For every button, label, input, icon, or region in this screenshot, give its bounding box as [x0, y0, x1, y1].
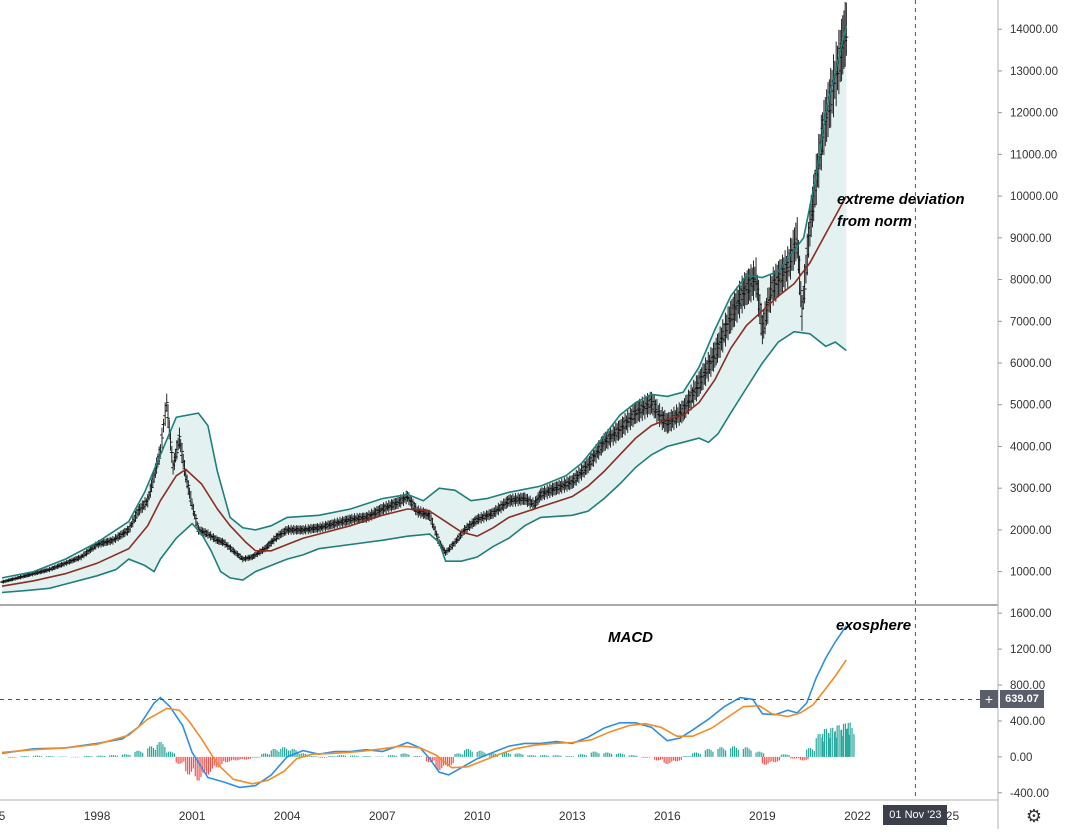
price-tick-label: 11000.00 [1010, 149, 1057, 161]
time-tick-label: 1998 [84, 809, 111, 823]
price-tick-label: 3000.00 [1010, 483, 1052, 495]
macd-tick-label: -400.00 [1010, 788, 1049, 800]
price-tick-label: 12000.00 [1010, 108, 1058, 120]
crosshair-date-label: 01 Nov '23 [883, 805, 948, 825]
time-tick-label: 5 [0, 809, 6, 823]
price-tick-label: 7000.00 [1010, 316, 1052, 328]
time-tick-label: 2016 [654, 809, 681, 823]
crosshair-value-badge: 639.07 [1000, 690, 1044, 709]
annotation-exosphere: exosphere [836, 617, 912, 634]
price-tick-label: 4000.00 [1010, 441, 1052, 453]
time-tick-label: 2007 [369, 809, 396, 823]
time-tick-label: 2004 [274, 809, 301, 823]
annotation-macd: MACD [608, 629, 653, 646]
macd-tick-label: 1200.00 [1010, 644, 1052, 656]
price-tick-label: 1000.00 [1010, 567, 1052, 579]
price-tick-label: 5000.00 [1010, 400, 1052, 412]
time-tick-label: 25 [946, 809, 960, 823]
middle-band-line [1, 195, 848, 587]
gear-icon[interactable]: ⚙ [1025, 806, 1043, 826]
signal-line [1, 659, 847, 785]
lower-band-line [1, 330, 847, 594]
price-tick-label: 9000.00 [1010, 233, 1052, 245]
bollinger-band-fill [2, 25, 847, 593]
annotation-extreme-deviation: extreme deviation from norm [837, 191, 965, 230]
macd-tick-label: 0.00 [1010, 752, 1032, 764]
time-tick-label: 2022 [844, 809, 871, 823]
price-tick-label: 8000.00 [1010, 275, 1052, 287]
time-tick-label: 2010 [464, 809, 491, 823]
price-tick-label: 14000.00 [1010, 24, 1058, 36]
macd-tick-label: 800.00 [1010, 680, 1045, 692]
time-tick-label: 2019 [749, 809, 776, 823]
time-tick-label: 2013 [559, 809, 586, 823]
macd-line [1, 625, 847, 789]
price-tick-label: 13000.00 [1010, 66, 1058, 78]
price-tick-label: 2000.00 [1010, 525, 1052, 537]
upper-band-line [1, 24, 848, 579]
price-tick-label: 10000.00 [1010, 191, 1058, 203]
plus-icon[interactable]: + [980, 690, 998, 709]
macd-tick-label: 400.00 [1010, 716, 1045, 728]
macd-tick-label: 1600.00 [1010, 608, 1052, 620]
price-tick-label: 6000.00 [1010, 358, 1052, 370]
time-tick-label: 2001 [179, 809, 206, 823]
